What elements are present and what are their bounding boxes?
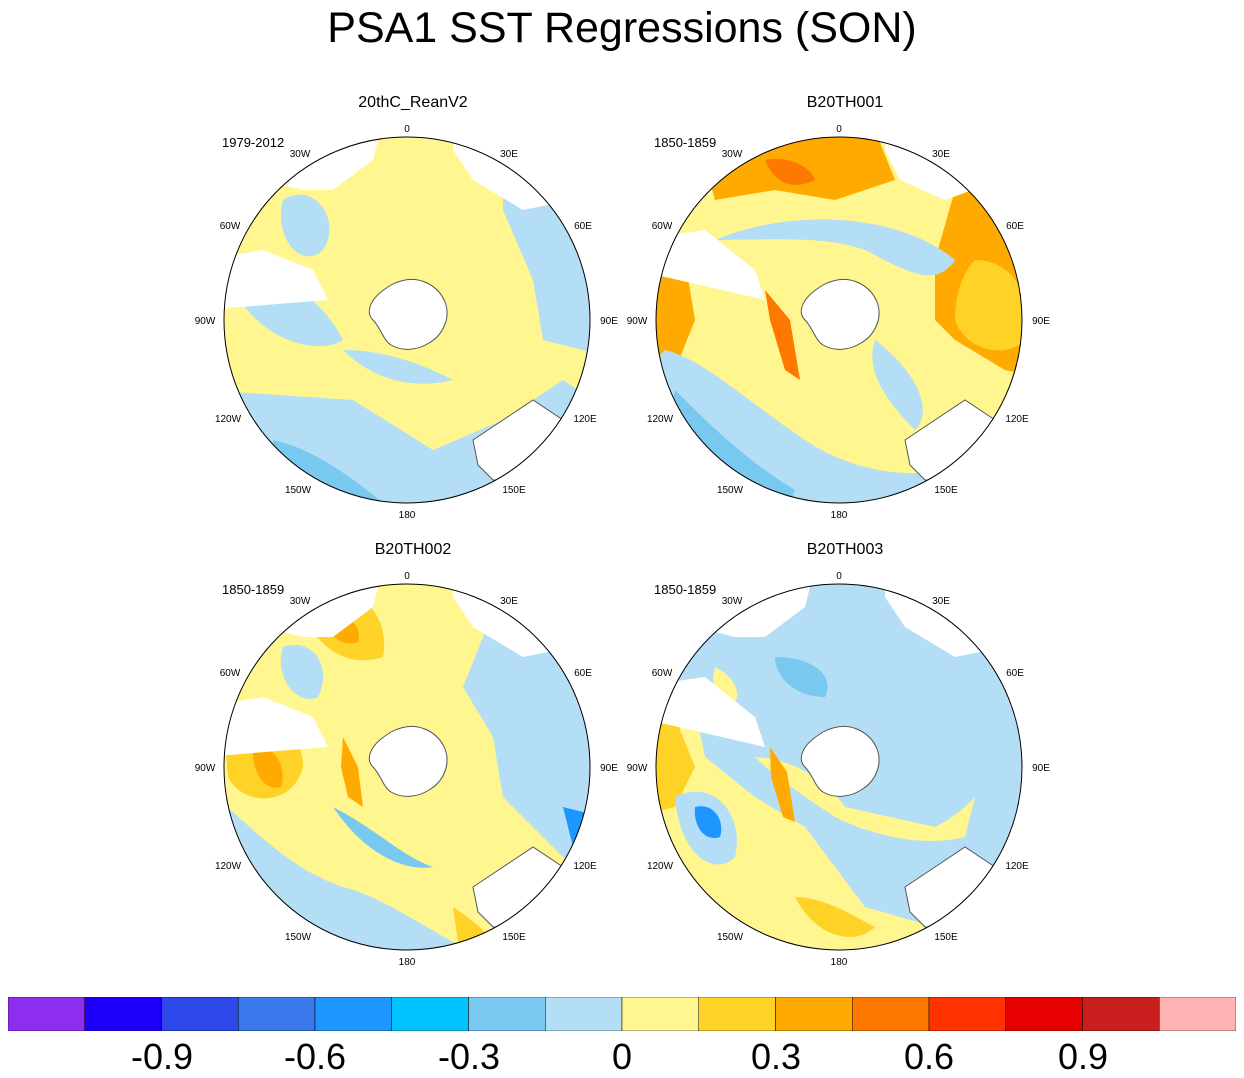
map-panel-b20th002: B20TH002 1850-1859 0 30E 60E 90	[195, 541, 623, 987]
colorbar-box	[928, 997, 1006, 1031]
lon-label: 60E	[574, 221, 592, 232]
map-panel-b20th001: B20TH001 1850-1859 0 30E 60E 90	[627, 94, 1055, 540]
lon-label: 60W	[220, 668, 241, 679]
lon-label: 150E	[502, 932, 526, 943]
period-label: 1979-2012	[222, 135, 285, 150]
colorbar-tick-label: -0.6	[283, 1036, 347, 1077]
lon-label: 120W	[215, 861, 242, 872]
panel-title: B20TH001	[806, 94, 884, 111]
colorbar-box	[1159, 997, 1236, 1031]
lon-label: 150E	[934, 932, 958, 943]
lon-label: 150W	[717, 485, 744, 496]
polar-map: 0 30E 60E 90E 120E 150E 180 150W 120W 90…	[627, 571, 1051, 968]
lon-label: 0	[836, 124, 842, 135]
lon-label: 90W	[195, 316, 216, 327]
colorbar-tick-label: 0.6	[903, 1036, 955, 1077]
panel-title: 20thC_ReanV2	[358, 94, 468, 111]
lon-label: 90E	[1032, 316, 1050, 327]
lon-label: 180	[399, 957, 416, 968]
colorbar-tick-label: 0	[611, 1036, 633, 1077]
colorbar-box	[391, 997, 469, 1031]
lon-label: 60W	[652, 221, 673, 232]
colorbar-box	[468, 997, 546, 1031]
colorbar	[8, 997, 1236, 1031]
colorbar-box	[775, 997, 853, 1031]
colorbar-tick-label: -0.9	[130, 1036, 194, 1077]
colorbar-tick-label: 0.3	[750, 1036, 802, 1077]
colorbar-tick-label: 0.9	[1057, 1036, 1109, 1077]
period-label: 1850-1859	[654, 135, 717, 150]
lon-label: 30E	[500, 149, 518, 160]
lon-label: 90E	[1032, 763, 1050, 774]
colorbar-box	[545, 997, 623, 1031]
lon-label: 60E	[1006, 221, 1024, 232]
figure-title: PSA1 SST Regressions (SON)	[327, 4, 917, 52]
lon-label: 120W	[215, 414, 242, 425]
lon-label: 90E	[600, 763, 618, 774]
polar-map: 0 30E 60E 90E 120E 150E 180 150W 120W 90…	[195, 124, 619, 521]
colorbar-box	[314, 997, 392, 1031]
lon-label: 120E	[1005, 861, 1029, 872]
lon-label: 30W	[722, 596, 743, 607]
lon-label: 30W	[290, 149, 311, 160]
lon-label: 150W	[285, 485, 312, 496]
colorbar-box	[238, 997, 316, 1031]
polar-map: 0 30E 60E 90E 120E 150E 180 150W 120W 90…	[627, 124, 1051, 521]
lon-label: 180	[831, 957, 848, 968]
colorbar-box	[84, 997, 162, 1031]
lon-label: 0	[836, 571, 842, 582]
lon-label: 120E	[573, 414, 597, 425]
lon-label: 180	[399, 510, 416, 521]
panel-title: B20TH002	[374, 541, 452, 558]
lon-label: 60E	[1006, 668, 1024, 679]
lon-label: 120E	[1005, 414, 1029, 425]
colorbar-box	[698, 997, 776, 1031]
lon-label: 150W	[285, 932, 312, 943]
lon-label: 60W	[220, 221, 241, 232]
lon-label: 150E	[934, 485, 958, 496]
lon-label: 30E	[500, 596, 518, 607]
lon-label: 0	[404, 124, 410, 135]
colorbar-box	[852, 997, 930, 1031]
lon-label: 180	[831, 510, 848, 521]
map-panel-20thc-reanv2: 20thC_ReanV2 1979-2012 0 30E 60E 90E 120…	[195, 94, 623, 540]
period-label: 1850-1859	[654, 582, 717, 597]
lon-label: 30E	[932, 596, 950, 607]
colorbar-box	[621, 997, 699, 1031]
colorbar-box	[161, 997, 239, 1031]
lon-label: 90E	[600, 316, 618, 327]
colorbar-tick-label: -0.3	[437, 1036, 501, 1077]
lon-label: 30E	[932, 149, 950, 160]
panel-title: B20TH003	[806, 541, 884, 558]
colorbar-box	[8, 997, 85, 1031]
lon-label: 30W	[722, 149, 743, 160]
lon-label: 120E	[573, 861, 597, 872]
period-label: 1850-1859	[222, 582, 285, 597]
polar-map: 0 30E 60E 90E 120E 150E 180 150W 120W 90…	[195, 571, 619, 968]
map-panel-b20th003: B20TH003 1850-1859 0 30E 60E 90E 120E	[627, 541, 1055, 987]
colorbar-box	[1005, 997, 1083, 1031]
lon-label: 60W	[652, 668, 673, 679]
lon-label: 120W	[647, 414, 674, 425]
lon-label: 0	[404, 571, 410, 582]
lon-label: 90W	[627, 763, 648, 774]
colorbar-box	[1082, 997, 1160, 1031]
lon-label: 150W	[717, 932, 744, 943]
lon-label: 60E	[574, 668, 592, 679]
lon-label: 150E	[502, 485, 526, 496]
lon-label: 90W	[627, 316, 648, 327]
lon-label: 30W	[290, 596, 311, 607]
lon-label: 90W	[195, 763, 216, 774]
lon-label: 120W	[647, 861, 674, 872]
